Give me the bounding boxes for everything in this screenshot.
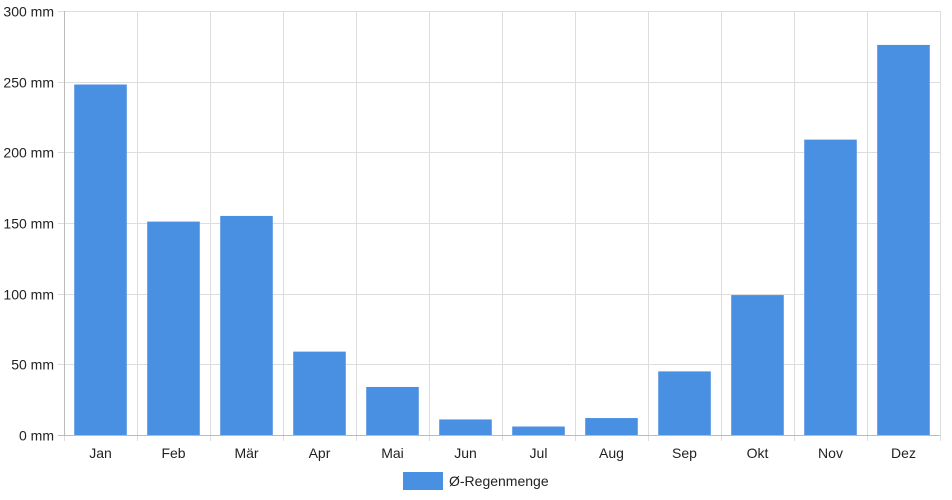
- bar-mai[interactable]: [366, 386, 419, 435]
- grid-lines: [58, 11, 941, 441]
- bar-jan[interactable]: [74, 84, 127, 435]
- x-tick-label: Jan: [89, 445, 112, 461]
- y-tick-label: 250 mm: [3, 75, 54, 91]
- y-tick-label: 150 mm: [3, 216, 54, 232]
- x-tick-label: Okt: [747, 445, 769, 461]
- x-tick-label: Apr: [309, 445, 331, 461]
- bars: [74, 44, 930, 436]
- bar-jun[interactable]: [439, 419, 492, 435]
- y-tick-label: 100 mm: [3, 287, 54, 303]
- x-tick-labels: Jan Feb Mär Apr Mai Jun Jul Aug Sep Okt Nov Dez: [89, 445, 916, 461]
- y-tick-label: 0 mm: [19, 428, 54, 444]
- bar-feb[interactable]: [147, 221, 200, 435]
- axes: [58, 11, 940, 436]
- x-tick-label: Jun: [454, 445, 477, 461]
- bar-jul[interactable]: [512, 426, 565, 435]
- y-tick-label: 300 mm: [3, 4, 54, 20]
- x-tick-label: Mai: [381, 445, 404, 461]
- bar-mär[interactable]: [220, 215, 273, 435]
- x-tick-label: Mär: [234, 445, 258, 461]
- legend-label: Ø-Regenmenge: [449, 473, 549, 489]
- bar-apr[interactable]: [293, 351, 346, 435]
- y-tick-label: 50 mm: [11, 357, 54, 373]
- bar-dez[interactable]: [877, 44, 930, 436]
- bar-aug[interactable]: [585, 418, 638, 435]
- legend-swatch: [403, 472, 443, 490]
- y-tick-label: 200 mm: [3, 145, 54, 161]
- x-tick-label: Jul: [530, 445, 548, 461]
- x-tick-label: Aug: [599, 445, 624, 461]
- x-tick-label: Feb: [161, 445, 185, 461]
- x-tick-label: Sep: [672, 445, 697, 461]
- bar-nov[interactable]: [804, 139, 857, 435]
- x-tick-label: Dez: [891, 445, 916, 461]
- x-tick-label: Nov: [818, 445, 843, 461]
- bar-okt[interactable]: [731, 295, 784, 435]
- bar-sep[interactable]: [658, 371, 711, 435]
- legend[interactable]: Ø-Regenmenge: [403, 472, 549, 490]
- y-tick-labels: 0 mm 50 mm 100 mm 150 mm 200 mm 250 mm 300 mm: [3, 4, 54, 444]
